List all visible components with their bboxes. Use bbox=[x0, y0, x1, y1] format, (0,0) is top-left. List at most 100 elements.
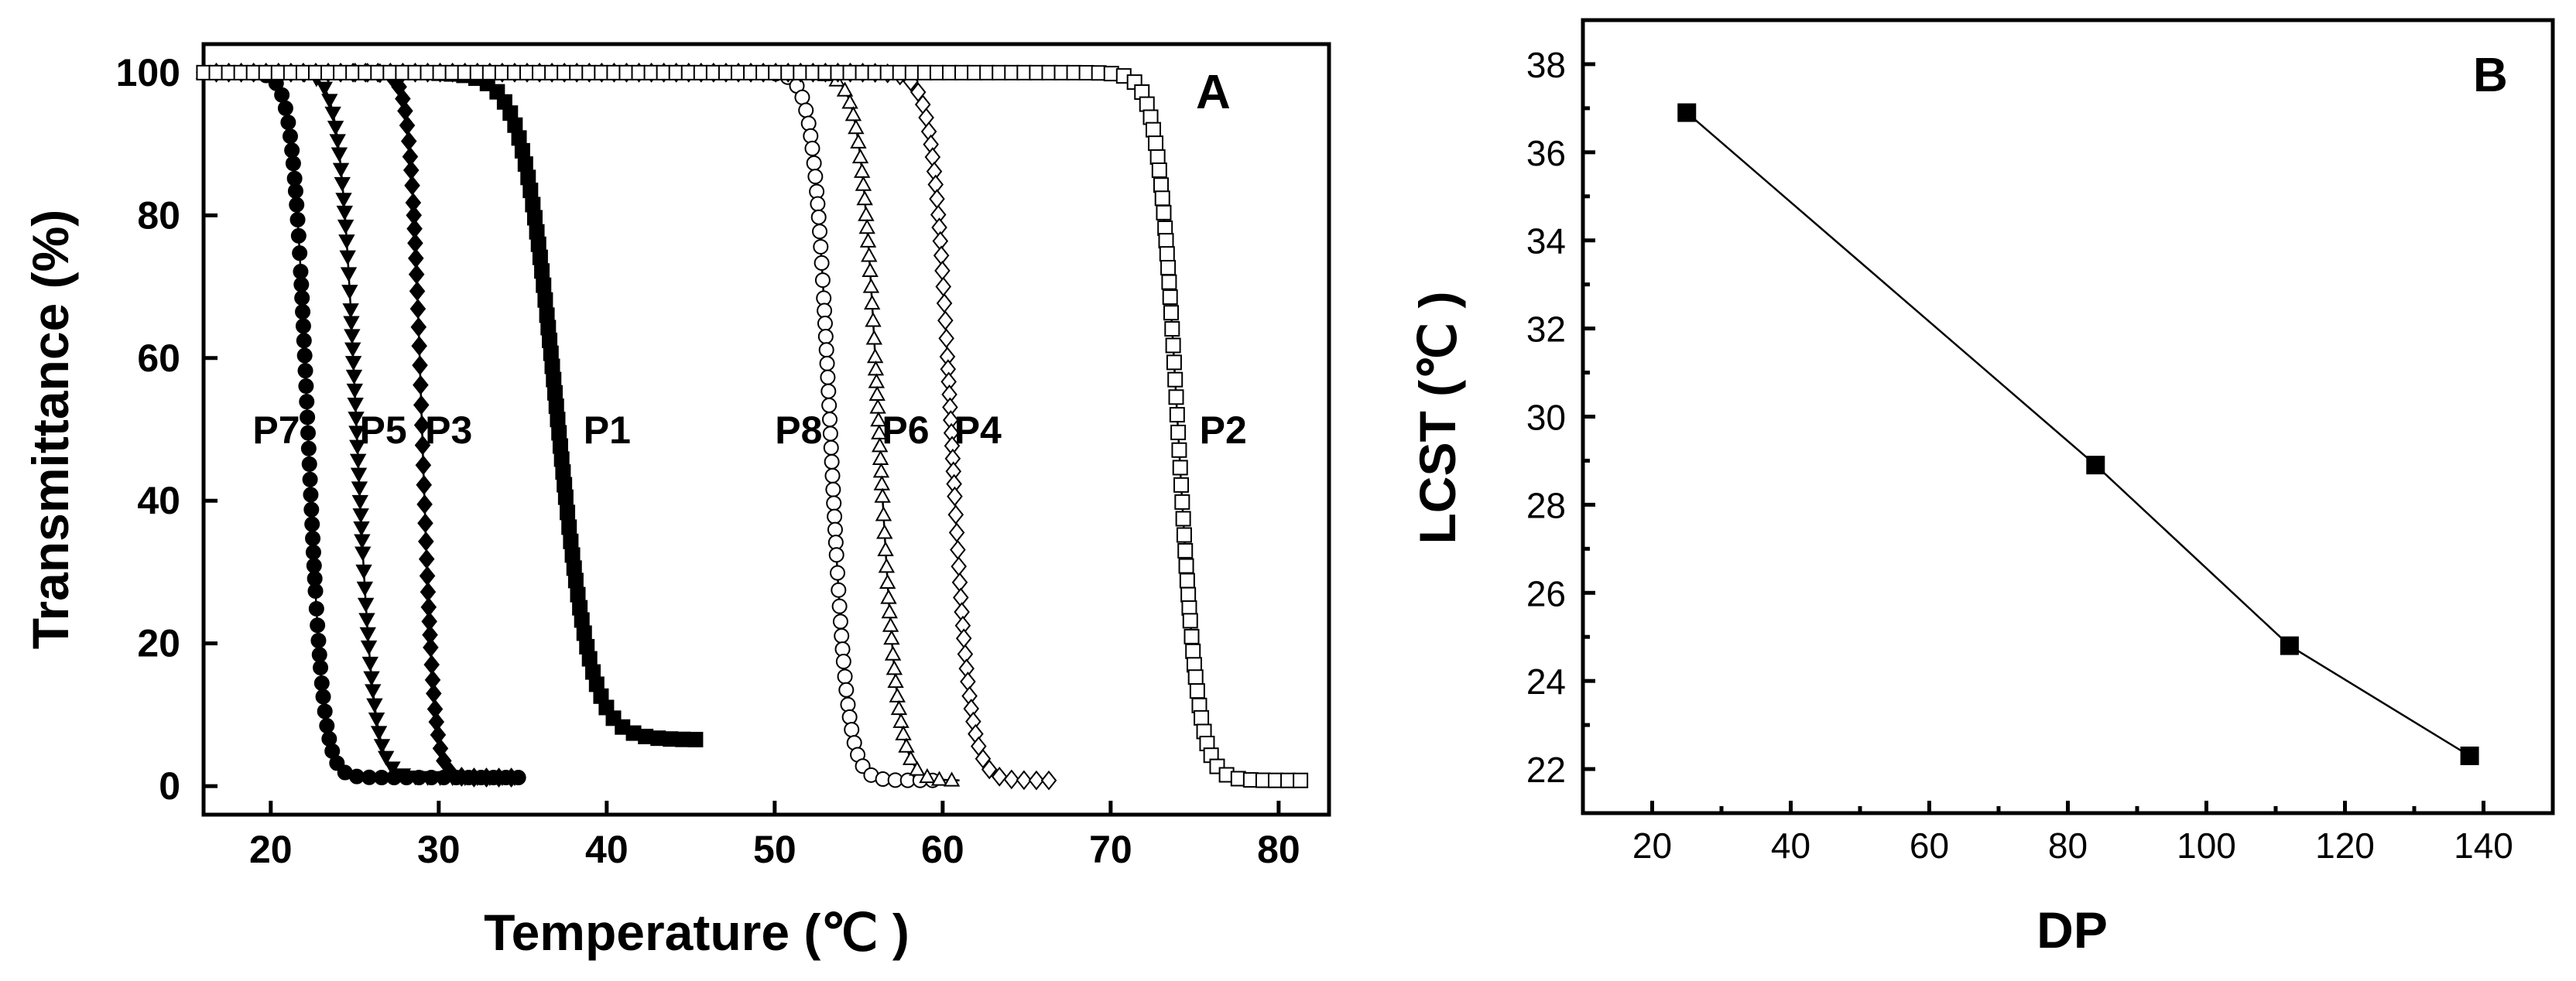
data-point-P2 bbox=[1171, 442, 1187, 458]
chart-b-series-line bbox=[1686, 111, 2471, 757]
data-point-P7 bbox=[295, 303, 311, 320]
data-point-P5 bbox=[357, 597, 375, 613]
data-point-P2 bbox=[1146, 121, 1162, 138]
data-point-P3 bbox=[442, 761, 458, 782]
data-point-P2 bbox=[1185, 643, 1201, 659]
data-point-P1 bbox=[543, 345, 559, 361]
data-point-P3 bbox=[416, 474, 433, 495]
data-point-P6 bbox=[882, 617, 899, 632]
data-point-P6 bbox=[909, 761, 926, 776]
data-point-P7 bbox=[305, 530, 321, 546]
data-point-P7 bbox=[315, 689, 331, 705]
data-point-P6 bbox=[853, 162, 871, 178]
data-point-P3 bbox=[413, 374, 429, 395]
data-point-P8 bbox=[822, 412, 838, 428]
data-point-P8 bbox=[837, 668, 853, 685]
data-point-P4 bbox=[935, 276, 952, 297]
data-point-P1 bbox=[517, 156, 533, 173]
data-point-P4 bbox=[947, 504, 964, 525]
data-point-P5 bbox=[341, 285, 358, 300]
data-point-P2 bbox=[1148, 135, 1164, 152]
data-point-P6 bbox=[848, 118, 865, 135]
chart-a-x-tick-label: 30 bbox=[417, 828, 461, 871]
chart-a-y-tick-label: 40 bbox=[137, 479, 180, 522]
data-point-P4 bbox=[991, 767, 1008, 787]
data-point-P7 bbox=[317, 703, 333, 720]
data-point-P4 bbox=[955, 628, 972, 648]
data-point-P7 bbox=[319, 718, 335, 734]
data-point-P5 bbox=[345, 369, 363, 385]
data-point-P3 bbox=[408, 248, 424, 268]
data-point-P8 bbox=[824, 467, 841, 484]
series-line-P1 bbox=[438, 72, 700, 741]
data-point-P4 bbox=[929, 189, 945, 209]
chart-a-x-tick-label: 40 bbox=[585, 828, 629, 871]
data-point-P2 bbox=[1177, 542, 1194, 559]
data-point-P8 bbox=[820, 383, 837, 399]
data-point-P8 bbox=[814, 272, 831, 289]
data-point-P5 bbox=[349, 439, 366, 455]
data-point-P3 bbox=[402, 160, 420, 180]
chart-a-ticks: 20 30 40 50 60 70 80 0 20 40 60 80 100 bbox=[116, 51, 1300, 871]
data-point-P4 bbox=[1028, 770, 1045, 791]
data-point-P1 bbox=[522, 183, 539, 199]
data-point-P8 bbox=[827, 521, 843, 538]
data-point-P5 bbox=[343, 316, 360, 331]
data-point-P6 bbox=[862, 261, 879, 278]
data-point-P2 bbox=[1175, 511, 1191, 527]
data-point-P1 bbox=[560, 504, 576, 521]
data-point-P3 bbox=[416, 494, 433, 514]
data-point-P4 bbox=[937, 310, 954, 331]
data-point-P8 bbox=[807, 169, 824, 185]
data-point-P1 bbox=[532, 249, 548, 265]
data-point-P7 bbox=[303, 487, 319, 503]
data-point-P1 bbox=[553, 451, 570, 467]
data-point-P2 bbox=[1176, 527, 1192, 543]
data-point-P7 bbox=[292, 245, 308, 261]
data-point-P6 bbox=[889, 687, 906, 702]
data-point-P7 bbox=[296, 333, 312, 349]
data-point-P6 bbox=[872, 449, 889, 465]
data-point-P6 bbox=[868, 385, 886, 402]
series-label-P1: P1 bbox=[584, 408, 631, 452]
data-point-P6 bbox=[876, 524, 893, 539]
data-point-P6 bbox=[841, 94, 858, 109]
data-point-P6 bbox=[883, 630, 900, 645]
data-point-P4 bbox=[1016, 770, 1033, 791]
chart-b-x-tick-label: 140 bbox=[2454, 825, 2513, 866]
data-point-P7 bbox=[297, 363, 313, 379]
series-markers-P1 bbox=[431, 65, 704, 747]
chart-a-x-tick-label: 20 bbox=[249, 828, 293, 871]
chart-b-y-tick-label: 24 bbox=[1526, 661, 1566, 702]
data-point-P2 bbox=[1182, 613, 1198, 629]
data-point-P8 bbox=[814, 255, 830, 271]
data-point-P2 bbox=[1172, 460, 1188, 476]
data-point-P7 bbox=[295, 318, 311, 334]
data-point-P5 bbox=[373, 739, 391, 754]
data-point-P4 bbox=[927, 174, 944, 195]
data-point-P6 bbox=[862, 278, 880, 293]
data-point-P1 bbox=[536, 277, 552, 293]
data-point-P5 bbox=[331, 147, 348, 162]
data-point-P3 bbox=[430, 725, 447, 745]
data-point-P6 bbox=[887, 672, 904, 689]
data-point-P2 bbox=[1161, 274, 1177, 290]
data-point-P1 bbox=[546, 385, 563, 401]
data-point-P2 bbox=[1160, 259, 1177, 275]
data-point-P7 bbox=[307, 583, 324, 599]
data-point-P3 bbox=[409, 299, 426, 319]
data-point-P4 bbox=[1040, 770, 1057, 791]
data-point-P5 bbox=[321, 94, 338, 109]
chart-b-x-tick-label: 20 bbox=[1632, 825, 1672, 866]
data-point-P1 bbox=[537, 292, 553, 308]
data-point-P3 bbox=[426, 683, 442, 704]
data-point-P6 bbox=[879, 573, 896, 589]
data-point-P1 bbox=[526, 210, 543, 226]
data-point-P5 bbox=[419, 771, 437, 786]
data-point-P7 bbox=[280, 115, 296, 131]
data-point-P7 bbox=[277, 100, 293, 116]
data-point-P1 bbox=[511, 130, 527, 146]
data-point-P7 bbox=[289, 211, 306, 227]
data-point-P5 bbox=[352, 508, 369, 524]
